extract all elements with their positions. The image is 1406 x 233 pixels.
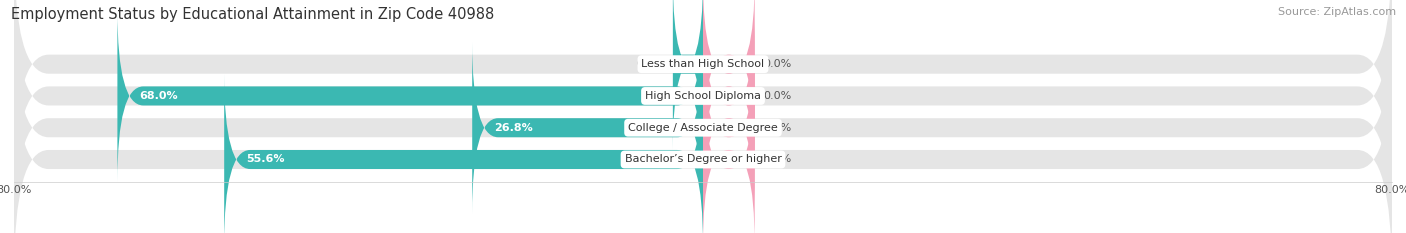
FancyBboxPatch shape [703, 10, 755, 182]
Text: 0.0%: 0.0% [763, 154, 792, 164]
Text: Source: ZipAtlas.com: Source: ZipAtlas.com [1278, 7, 1396, 17]
FancyBboxPatch shape [472, 42, 703, 213]
Text: 0.0%: 0.0% [763, 59, 792, 69]
FancyBboxPatch shape [14, 42, 1392, 233]
Text: 0.0%: 0.0% [636, 59, 664, 69]
FancyBboxPatch shape [703, 0, 755, 150]
FancyBboxPatch shape [14, 10, 1392, 233]
Text: Bachelor’s Degree or higher: Bachelor’s Degree or higher [624, 154, 782, 164]
FancyBboxPatch shape [673, 0, 703, 150]
Text: 55.6%: 55.6% [246, 154, 284, 164]
Text: Employment Status by Educational Attainment in Zip Code 40988: Employment Status by Educational Attainm… [11, 7, 495, 22]
Text: 26.8%: 26.8% [494, 123, 533, 133]
Text: College / Associate Degree: College / Associate Degree [628, 123, 778, 133]
FancyBboxPatch shape [14, 0, 1392, 182]
Text: 0.0%: 0.0% [763, 123, 792, 133]
Text: 0.0%: 0.0% [763, 91, 792, 101]
Text: Less than High School: Less than High School [641, 59, 765, 69]
Text: 68.0%: 68.0% [139, 91, 177, 101]
FancyBboxPatch shape [703, 74, 755, 233]
FancyBboxPatch shape [703, 42, 755, 213]
FancyBboxPatch shape [224, 74, 703, 233]
FancyBboxPatch shape [117, 10, 703, 182]
FancyBboxPatch shape [14, 0, 1392, 213]
Text: High School Diploma: High School Diploma [645, 91, 761, 101]
